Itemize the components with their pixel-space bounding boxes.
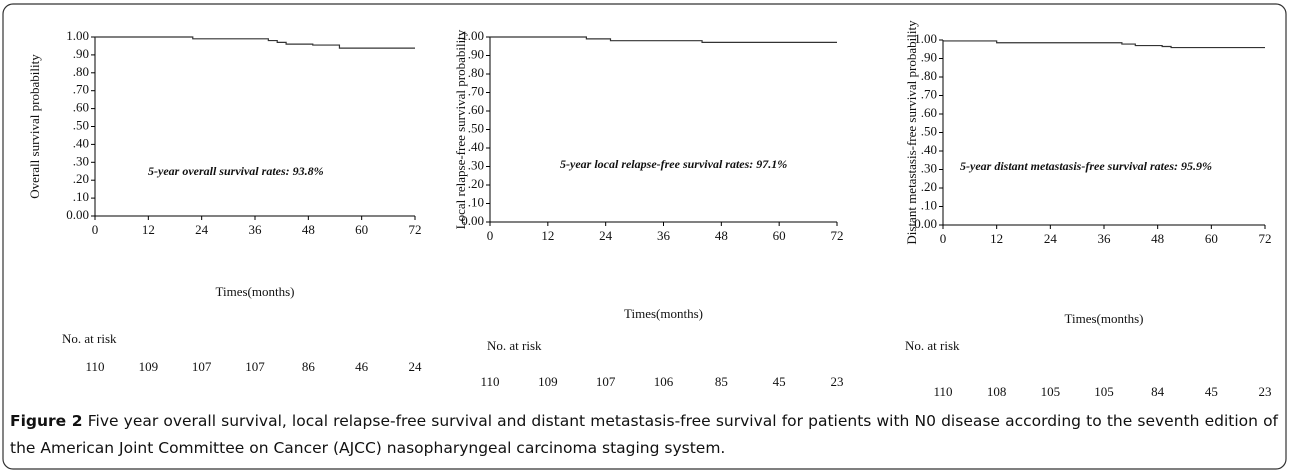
y-tick-label: .20 <box>73 171 89 186</box>
y-tick-label: .30 <box>73 153 89 168</box>
x-tick-label: 60 <box>1205 231 1218 246</box>
x-tick-label: 48 <box>1151 231 1164 246</box>
at-risk-value: 109 <box>139 359 159 374</box>
at-risk-value: 108 <box>987 384 1007 399</box>
at-risk-label: No. at risk <box>62 331 117 346</box>
y-tick-label: .70 <box>921 86 937 101</box>
at-risk-value: 107 <box>596 374 616 389</box>
y-tick-label: .40 <box>468 139 484 154</box>
y-tick-label: .90 <box>73 46 89 61</box>
y-tick-label: .50 <box>468 120 484 135</box>
at-risk-value: 105 <box>1094 384 1114 399</box>
caption-text: Five year overall survival, local relaps… <box>10 412 1279 457</box>
x-tick-label: 0 <box>487 228 494 243</box>
x-tick-label: 72 <box>409 222 422 237</box>
figure-border <box>2 3 1287 470</box>
y-axis-label: Local relapse-free survival probability <box>453 29 468 229</box>
at-risk-value: 106 <box>654 374 674 389</box>
y-tick-label: .90 <box>468 46 484 61</box>
x-tick-label: 72 <box>831 228 844 243</box>
y-tick-label: .10 <box>73 189 89 204</box>
x-tick-label: 24 <box>1044 231 1058 246</box>
x-tick-label: 0 <box>940 231 947 246</box>
y-tick-label: 0.00 <box>461 213 484 228</box>
y-tick-label: 1.00 <box>66 28 89 43</box>
at-risk-value: 110 <box>85 359 104 374</box>
at-risk-label: No. at risk <box>905 338 960 353</box>
y-tick-label: .30 <box>921 160 937 175</box>
annotation: 5-year local relapse-free survival rates… <box>560 157 787 171</box>
at-risk-value: 110 <box>480 374 499 389</box>
x-tick-label: 48 <box>715 228 728 243</box>
x-axis-label: Times(months) <box>1065 311 1144 326</box>
x-tick-label: 0 <box>92 222 99 237</box>
x-tick-label: 72 <box>1259 231 1272 246</box>
y-tick-label: .90 <box>921 49 937 64</box>
annotation: 5-year distant metastasis-free survival … <box>960 159 1212 173</box>
y-tick-label: .30 <box>468 157 484 172</box>
x-tick-label: 36 <box>1098 231 1112 246</box>
y-tick-label: .70 <box>468 83 484 98</box>
y-tick-label: .40 <box>73 135 89 150</box>
y-tick-label: .20 <box>921 179 937 194</box>
survival-curve <box>943 40 1265 49</box>
at-risk-value: 24 <box>409 359 423 374</box>
x-tick-label: 36 <box>657 228 671 243</box>
y-tick-label: .60 <box>921 105 937 120</box>
y-tick-label: .50 <box>921 123 937 138</box>
at-risk-value: 46 <box>355 359 369 374</box>
caption: Figure 2 Five year overall survival, loc… <box>10 408 1278 462</box>
y-tick-label: .50 <box>73 117 89 132</box>
x-tick-label: 12 <box>541 228 554 243</box>
x-tick-label: 24 <box>599 228 613 243</box>
y-tick-label: .60 <box>468 102 484 117</box>
y-tick-label: 0.00 <box>66 207 89 222</box>
at-risk-value: 110 <box>933 384 952 399</box>
y-tick-label: .10 <box>921 197 937 212</box>
at-risk-value: 107 <box>192 359 212 374</box>
y-tick-label: .80 <box>921 68 937 83</box>
x-tick-label: 12 <box>990 231 1003 246</box>
x-tick-label: 24 <box>195 222 209 237</box>
y-tick-label: .60 <box>73 100 89 115</box>
at-risk-value: 23 <box>831 374 844 389</box>
survival-curve <box>95 36 415 49</box>
y-axis-label: Distant metastasis-free survival probabi… <box>904 20 919 245</box>
annotation: 5-year overall survival rates: 93.8% <box>148 164 324 178</box>
x-tick-label: 48 <box>302 222 315 237</box>
y-tick-label: .80 <box>73 64 89 79</box>
at-risk-label: No. at risk <box>487 338 542 353</box>
at-risk-value: 109 <box>538 374 558 389</box>
x-tick-label: 36 <box>249 222 263 237</box>
at-risk-value: 45 <box>1205 384 1218 399</box>
y-tick-label: 0.00 <box>914 216 937 231</box>
y-axis-label: Overall survival probability <box>27 54 42 199</box>
at-risk-value: 85 <box>715 374 728 389</box>
y-tick-label: .20 <box>468 176 484 191</box>
y-tick-label: .70 <box>73 82 89 97</box>
survival-curve <box>490 36 837 43</box>
at-risk-value: 84 <box>1151 384 1165 399</box>
at-risk-value: 45 <box>773 374 786 389</box>
y-tick-label: .80 <box>468 65 484 80</box>
y-tick-label: .40 <box>921 142 937 157</box>
x-tick-label: 60 <box>773 228 786 243</box>
caption-label: Figure 2 <box>10 412 83 430</box>
at-risk-value: 107 <box>245 359 265 374</box>
x-tick-label: 60 <box>355 222 368 237</box>
at-risk-value: 23 <box>1259 384 1272 399</box>
x-axis-label: Times(months) <box>216 284 295 299</box>
y-tick-label: .10 <box>468 194 484 209</box>
x-axis-label: Times(months) <box>624 306 703 321</box>
at-risk-value: 105 <box>1041 384 1061 399</box>
y-tick-label: 1.00 <box>914 31 937 46</box>
at-risk-value: 86 <box>302 359 316 374</box>
x-tick-label: 12 <box>142 222 155 237</box>
y-tick-label: 1.00 <box>461 28 484 43</box>
